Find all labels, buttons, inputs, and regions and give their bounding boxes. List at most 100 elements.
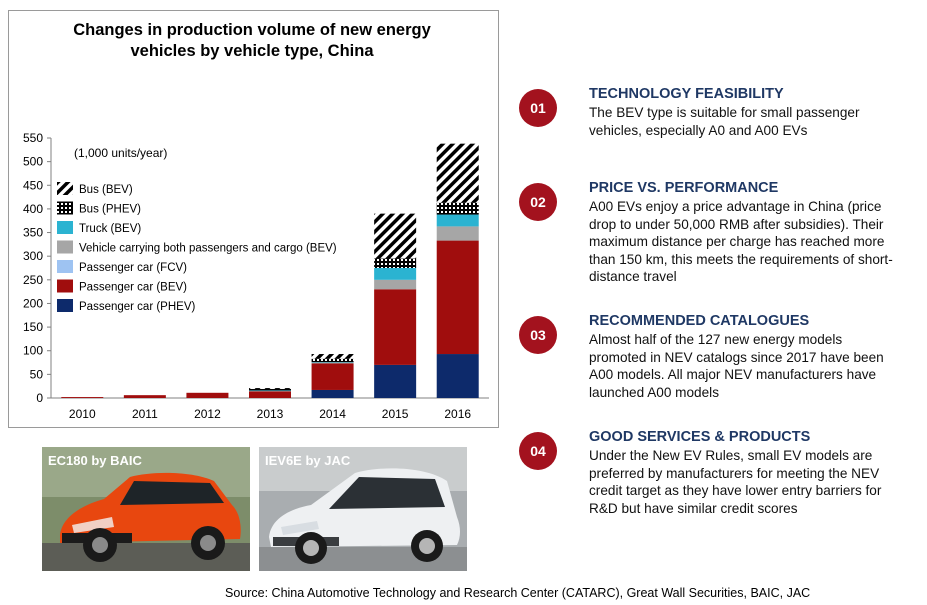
y-tick-label: 350: [23, 226, 43, 240]
legend-swatch: [57, 260, 73, 273]
bar-segment: [436, 214, 479, 227]
legend-swatch: [57, 240, 73, 254]
point-body: A00 EVs enjoy a price advantage in China…: [589, 198, 921, 286]
point-title: PRICE VS. PERFORMANCE: [589, 180, 779, 196]
chart-legend: Bus (BEV) Bus (PHEV) Truck (BEV) Vehicle ca…: [57, 182, 337, 313]
bar-segment: [311, 363, 354, 390]
chart-unit-note: (1,000 units/year): [74, 146, 167, 160]
number-badge: 03: [519, 316, 557, 354]
point-recommended-catalogues: 03 RECOMMENDED CATALOGUES Almost half of…: [519, 313, 919, 405]
y-tick-label: 550: [23, 131, 43, 145]
production-chart: Changes in production volume of new ener…: [23, 21, 489, 421]
body-line: credit target as they have lower entry b…: [589, 483, 882, 498]
x-tick-label: 2016: [444, 407, 471, 421]
point-price-vs-performance: 02 PRICE VS. PERFORMANCE A00 EVs enjoy a…: [519, 180, 919, 290]
body-line: than 150 km, this meets the requirements…: [589, 251, 893, 267]
photo-label-iev6e: IEV6E by JAC: [265, 453, 351, 468]
bar-segment: [249, 388, 291, 390]
bar-segment: [374, 289, 417, 365]
point-title: RECOMMENDED CATALOGUES: [589, 313, 810, 329]
legend-label: Passenger car (BEV): [79, 282, 187, 294]
bar-segment: [249, 390, 291, 392]
y-tick-label: 500: [23, 155, 43, 169]
bar-segment: [436, 202, 479, 215]
legend-label: Vehicle carrying both passengers and car…: [79, 243, 337, 255]
legend-swatch: [57, 182, 73, 195]
legend-swatch: [57, 221, 73, 234]
point-body: Almost half of the 127 new energy models…: [589, 331, 921, 401]
legend-label: Passenger car (FCV): [79, 262, 187, 274]
bar-segment: [311, 362, 354, 364]
y-tick-label: 0: [36, 391, 43, 405]
legend-swatch: [57, 201, 73, 215]
x-tick-label: 2014: [319, 407, 346, 421]
point-title: TECHNOLOGY FEASIBILITY: [589, 86, 784, 102]
body-line: A00 models. All major NEV manufacturers …: [589, 367, 877, 382]
source-note: Source: China Automotive Technology and …: [225, 586, 811, 600]
bar-stacks: [61, 143, 479, 398]
y-tick-label: 300: [23, 249, 43, 263]
y-tick-label: 250: [23, 273, 43, 287]
body-line: vehicles, especially A0 and A00 EVs: [589, 122, 808, 138]
chart-title-line-2: vehicles by vehicle type, China: [130, 42, 374, 60]
x-tick-label: 2010: [69, 407, 96, 421]
bar-segment: [249, 390, 291, 391]
bar-segment: [311, 354, 354, 359]
point-good-services-products: 04 GOOD SERVICES & PRODUCTS Under the Ne…: [519, 429, 919, 521]
body-line: R&D but have similar credit scores: [589, 500, 798, 516]
body-line: promoted in NEV catalogs since 2017 have…: [589, 349, 884, 365]
number-badge: 02: [519, 183, 557, 221]
point-body: Under the New EV Rules, small EV models …: [589, 447, 921, 517]
body-line: drop to under 50,000 RMB after subsidies…: [589, 216, 884, 232]
legend-label: Bus (BEV): [79, 184, 133, 196]
body-line: maximum distance per charge has reached …: [589, 234, 885, 249]
bar-segment: [374, 213, 417, 259]
number-badge: 01: [519, 89, 557, 127]
bar-segment: [123, 395, 166, 398]
chart-panel: Changes in production volume of new ener…: [8, 10, 499, 428]
body-line: Under the New EV Rules, small EV models …: [589, 448, 873, 463]
car-photo-orange: [42, 447, 250, 571]
bar-segment: [61, 397, 104, 398]
x-tick-label: 2011: [132, 407, 158, 421]
bar-segment: [311, 362, 354, 363]
photo-ec180: EC180 by BAIC: [42, 447, 250, 571]
point-title: GOOD SERVICES & PRODUCTS: [589, 429, 811, 445]
bar-segment: [374, 364, 417, 398]
bar-segment: [374, 279, 417, 290]
bar-segment: [436, 354, 479, 398]
y-tick-label: 200: [23, 296, 43, 310]
legend-swatch: [57, 299, 73, 312]
body-line: Almost half of the 127 new energy models: [589, 332, 843, 347]
bar-segment: [436, 240, 479, 355]
legend-label: Bus (PHEV): [79, 204, 141, 216]
x-tick-label: 2013: [257, 407, 284, 421]
bar-segment: [249, 391, 291, 398]
bar-segment: [249, 389, 291, 391]
bar-segment: [436, 226, 479, 241]
bar-segment: [311, 389, 354, 398]
bar-segment: [311, 358, 354, 363]
photo-label-ec180: EC180 by BAIC: [48, 453, 142, 468]
legend-swatch: [57, 279, 73, 293]
number-badge: 04: [519, 432, 557, 470]
y-tick-label: 450: [23, 178, 43, 192]
y-tick-label: 400: [23, 202, 43, 216]
photo-iev6e: IEV6E by JAC: [259, 447, 467, 571]
bar-segment: [436, 143, 479, 203]
chart-title-line-1: Changes in production volume of new ener…: [73, 21, 431, 39]
body-line: preferred by manufacturers for meeting t…: [589, 465, 880, 481]
bar-segment: [186, 392, 229, 398]
point-body: The BEV type is suitable for small passe…: [589, 104, 921, 139]
body-line: distance travel: [589, 269, 677, 284]
point-technology-feasibility: 01 TECHNOLOGY FEASIBILITY The BEV type i…: [519, 86, 919, 146]
bar-segment: [374, 258, 417, 268]
y-tick-label: 100: [23, 344, 43, 358]
y-tick-label: 50: [30, 367, 44, 381]
x-tick-label: 2012: [194, 407, 221, 421]
x-axis: 2010 2011 2012 2013 2014 2015 2016: [51, 397, 489, 421]
legend-label: Passenger car (PHEV): [79, 301, 195, 313]
body-line: launched A00 models: [589, 384, 719, 400]
y-tick-label: 150: [23, 320, 43, 334]
body-line: The BEV type is suitable for small passe…: [589, 105, 860, 120]
